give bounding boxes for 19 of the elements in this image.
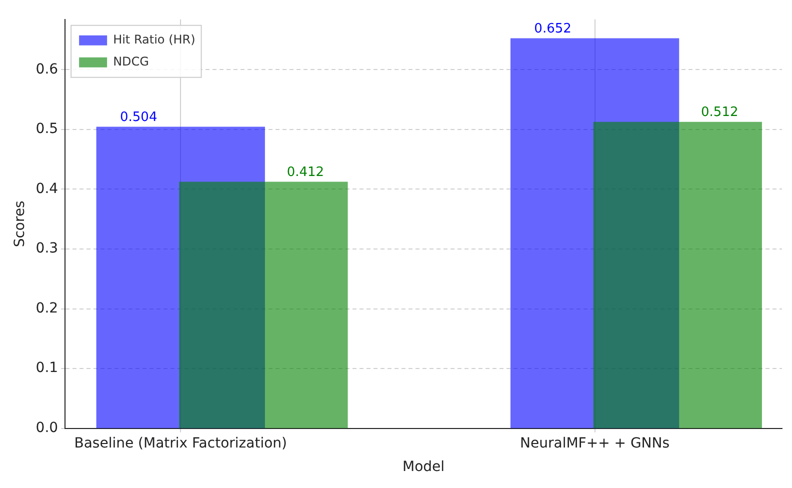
bar <box>179 182 348 428</box>
y-tick-label: 0.5 <box>36 121 58 138</box>
bar <box>593 122 762 428</box>
x-tick-label: Baseline (Matrix Factorization) <box>74 435 287 452</box>
data-label: 0.652 <box>534 21 572 36</box>
data-label: 0.412 <box>286 164 324 180</box>
legend-label: Hit Ratio (HR) <box>113 32 196 47</box>
y-tick-label: 0.2 <box>36 300 58 316</box>
x-axis-title: Model <box>402 459 445 476</box>
data-label: 0.504 <box>120 110 158 125</box>
legend-label: NDCG <box>113 54 149 69</box>
y-tick-label: 0.0 <box>36 420 58 436</box>
y-axis-title: Scores <box>12 200 28 248</box>
y-tick-label: 0.4 <box>36 180 58 197</box>
x-tick-label: NeuralMF++ + GNNs <box>520 435 670 452</box>
data-label: 0.512 <box>701 105 738 120</box>
y-tick-label: 0.6 <box>36 61 58 78</box>
y-tick-label: 0.3 <box>36 240 58 257</box>
y-tick-label: 0.1 <box>36 360 58 376</box>
